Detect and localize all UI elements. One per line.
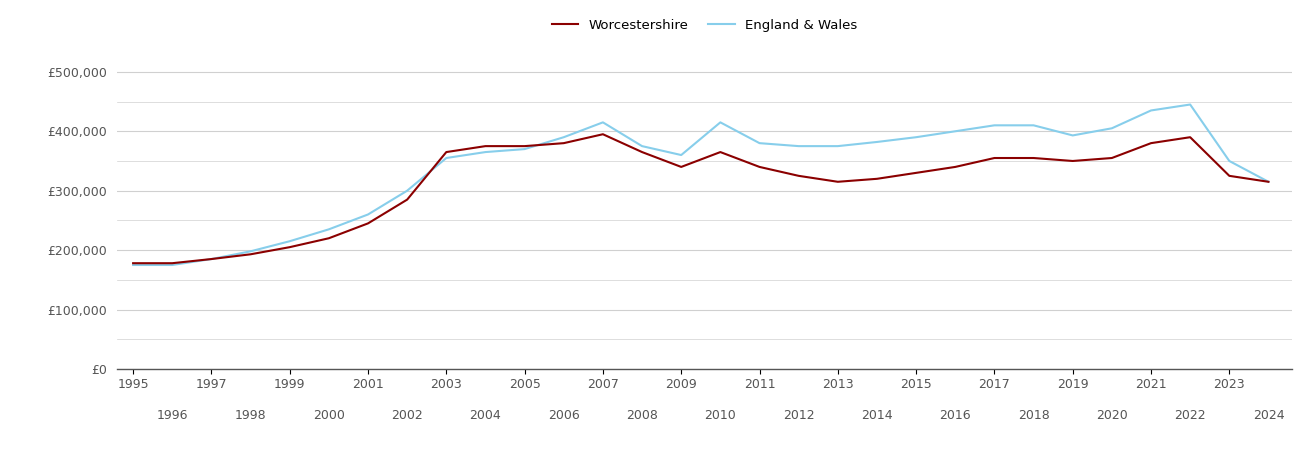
- Worcestershire: [987, 155, 1002, 161]
- Worcestershire: [1026, 155, 1041, 161]
- Worcestershire: [908, 170, 924, 176]
- England & Wales: [673, 153, 689, 158]
- England & Wales: [243, 248, 258, 254]
- England & Wales: [478, 149, 493, 155]
- Worcestershire: [634, 149, 650, 155]
- England & Wales: [752, 140, 767, 146]
- Worcestershire: [125, 261, 141, 266]
- England & Wales: [908, 135, 924, 140]
- Worcestershire: [595, 131, 611, 137]
- Worcestershire: [243, 252, 258, 257]
- England & Wales: [360, 212, 376, 217]
- Worcestershire: [1182, 135, 1198, 140]
- England & Wales: [1026, 122, 1041, 128]
- Worcestershire: [517, 144, 532, 149]
- England & Wales: [282, 238, 298, 244]
- Legend: Worcestershire, England & Wales: Worcestershire, England & Wales: [547, 14, 863, 37]
- England & Wales: [1065, 133, 1081, 138]
- Worcestershire: [673, 164, 689, 170]
- Worcestershire: [869, 176, 885, 181]
- Worcestershire: [438, 149, 454, 155]
- Worcestershire: [791, 173, 806, 179]
- Worcestershire: [556, 140, 572, 146]
- England & Wales: [399, 188, 415, 194]
- Worcestershire: [830, 179, 846, 184]
- Worcestershire: [1143, 140, 1159, 146]
- Worcestershire: [1065, 158, 1081, 164]
- Worcestershire: [1221, 173, 1237, 179]
- Worcestershire: [947, 164, 963, 170]
- Worcestershire: [713, 149, 728, 155]
- England & Wales: [1221, 158, 1237, 164]
- England & Wales: [1261, 179, 1276, 184]
- England & Wales: [556, 135, 572, 140]
- England & Wales: [869, 139, 885, 144]
- Worcestershire: [1104, 155, 1120, 161]
- England & Wales: [947, 129, 963, 134]
- England & Wales: [204, 256, 219, 262]
- England & Wales: [164, 262, 180, 268]
- England & Wales: [1143, 108, 1159, 113]
- Worcestershire: [164, 261, 180, 266]
- England & Wales: [1182, 102, 1198, 107]
- England & Wales: [1104, 126, 1120, 131]
- Line: Worcestershire: Worcestershire: [133, 134, 1268, 263]
- England & Wales: [438, 155, 454, 161]
- England & Wales: [791, 144, 806, 149]
- Worcestershire: [204, 256, 219, 262]
- England & Wales: [517, 146, 532, 152]
- England & Wales: [321, 227, 337, 232]
- Worcestershire: [1261, 179, 1276, 184]
- Worcestershire: [399, 197, 415, 202]
- England & Wales: [634, 144, 650, 149]
- Worcestershire: [360, 220, 376, 226]
- England & Wales: [125, 262, 141, 268]
- England & Wales: [595, 120, 611, 125]
- Worcestershire: [478, 144, 493, 149]
- Worcestershire: [321, 235, 337, 241]
- England & Wales: [713, 120, 728, 125]
- Worcestershire: [282, 244, 298, 250]
- England & Wales: [987, 122, 1002, 128]
- Line: England & Wales: England & Wales: [133, 104, 1268, 265]
- England & Wales: [830, 144, 846, 149]
- Worcestershire: [752, 164, 767, 170]
